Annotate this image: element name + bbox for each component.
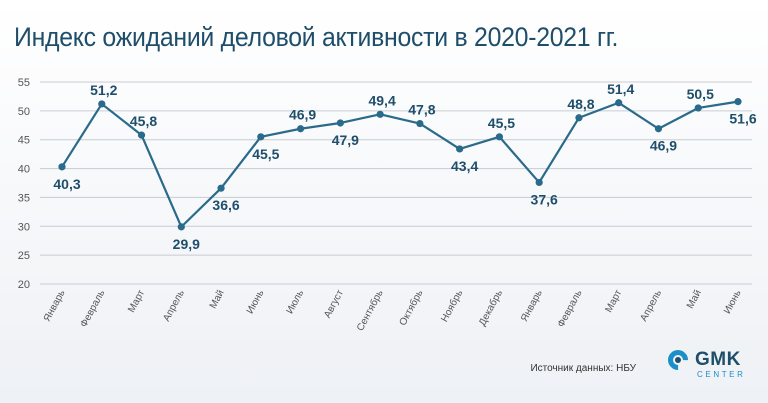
x-tick-label: Ноябрь: [438, 288, 465, 324]
data-label: 51,2: [90, 82, 117, 98]
data-label: 45,5: [252, 146, 279, 162]
data-label: 47,8: [408, 102, 435, 118]
x-tick-label: Январь: [42, 288, 68, 323]
data-point: [376, 110, 384, 118]
x-tick-label: Декабрь: [476, 288, 505, 328]
data-label: 47,9: [332, 132, 359, 148]
data-label: 45,5: [488, 115, 515, 131]
data-label: 40,3: [53, 176, 80, 192]
gmk-center-logo: GMK CENTER: [663, 345, 758, 387]
data-point: [58, 163, 66, 171]
x-tick-label: Июнь: [722, 288, 744, 316]
data-point: [296, 125, 305, 133]
data-point: [495, 133, 504, 141]
data-label: 51,6: [729, 111, 756, 127]
data-point: [535, 178, 543, 187]
logo-main-text: GMK: [695, 349, 741, 370]
y-tick-label: 30: [18, 221, 30, 233]
data-label: 46,9: [650, 138, 677, 154]
data-point: [217, 184, 225, 192]
x-tick-label: Апрель: [161, 288, 187, 323]
x-tick-label: Июнь: [245, 288, 267, 316]
y-tick-label: 35: [18, 192, 30, 204]
data-label: 43,4: [451, 158, 478, 174]
x-tick-label: Октябрь: [397, 288, 426, 328]
data-label: 50,5: [687, 86, 714, 102]
data-point: [416, 119, 424, 128]
data-point: [694, 104, 702, 112]
data-point: [654, 125, 663, 133]
data-point: [615, 99, 623, 107]
y-tick-label: 45: [18, 135, 30, 147]
x-tick-label: Август: [322, 288, 346, 320]
data-label: 36,6: [212, 197, 239, 213]
y-tick-label: 20: [18, 279, 30, 291]
x-tick-label: Март: [126, 288, 147, 315]
x-tick-label: Февраль: [79, 288, 108, 329]
data-label: 48,8: [567, 96, 594, 112]
data-point: [456, 145, 464, 153]
source-note: Источник данных: НБУ: [530, 363, 636, 374]
data-label: 49,4: [368, 92, 395, 108]
data-label: 46,9: [289, 107, 316, 123]
data-point: [575, 114, 583, 122]
data-point: [734, 98, 742, 106]
x-tick-label: Январь: [519, 288, 545, 323]
y-tick-label: 40: [18, 164, 30, 176]
x-tick-label: Февраль: [556, 288, 585, 329]
data-label: 45,8: [130, 113, 157, 129]
data-point: [257, 133, 265, 141]
data-point: [336, 119, 344, 127]
x-tick-label: Май: [208, 288, 227, 310]
data-point: [137, 131, 146, 139]
data-label: 29,9: [173, 236, 200, 252]
logo-dot-icon: [675, 357, 681, 363]
x-tick-label: Май: [685, 288, 704, 310]
x-tick-label: Июль: [285, 288, 307, 316]
logo-sub-text: CENTER: [697, 370, 746, 379]
y-tick-label: 50: [18, 106, 30, 118]
x-tick-label: Апрель: [638, 288, 664, 323]
data-label: 51,4: [607, 81, 634, 97]
series-line: [61, 100, 739, 228]
data-point: [98, 100, 106, 108]
chart-title: Индекс ожиданий деловой активности в 202…: [14, 22, 619, 52]
x-tick-label: Март: [603, 288, 624, 315]
data-point: [177, 223, 185, 231]
y-tick-label: 25: [18, 250, 30, 262]
x-tick-label: Сентябрь: [354, 288, 386, 333]
y-tick-label: 55: [18, 77, 30, 89]
data-label: 37,6: [531, 191, 558, 207]
